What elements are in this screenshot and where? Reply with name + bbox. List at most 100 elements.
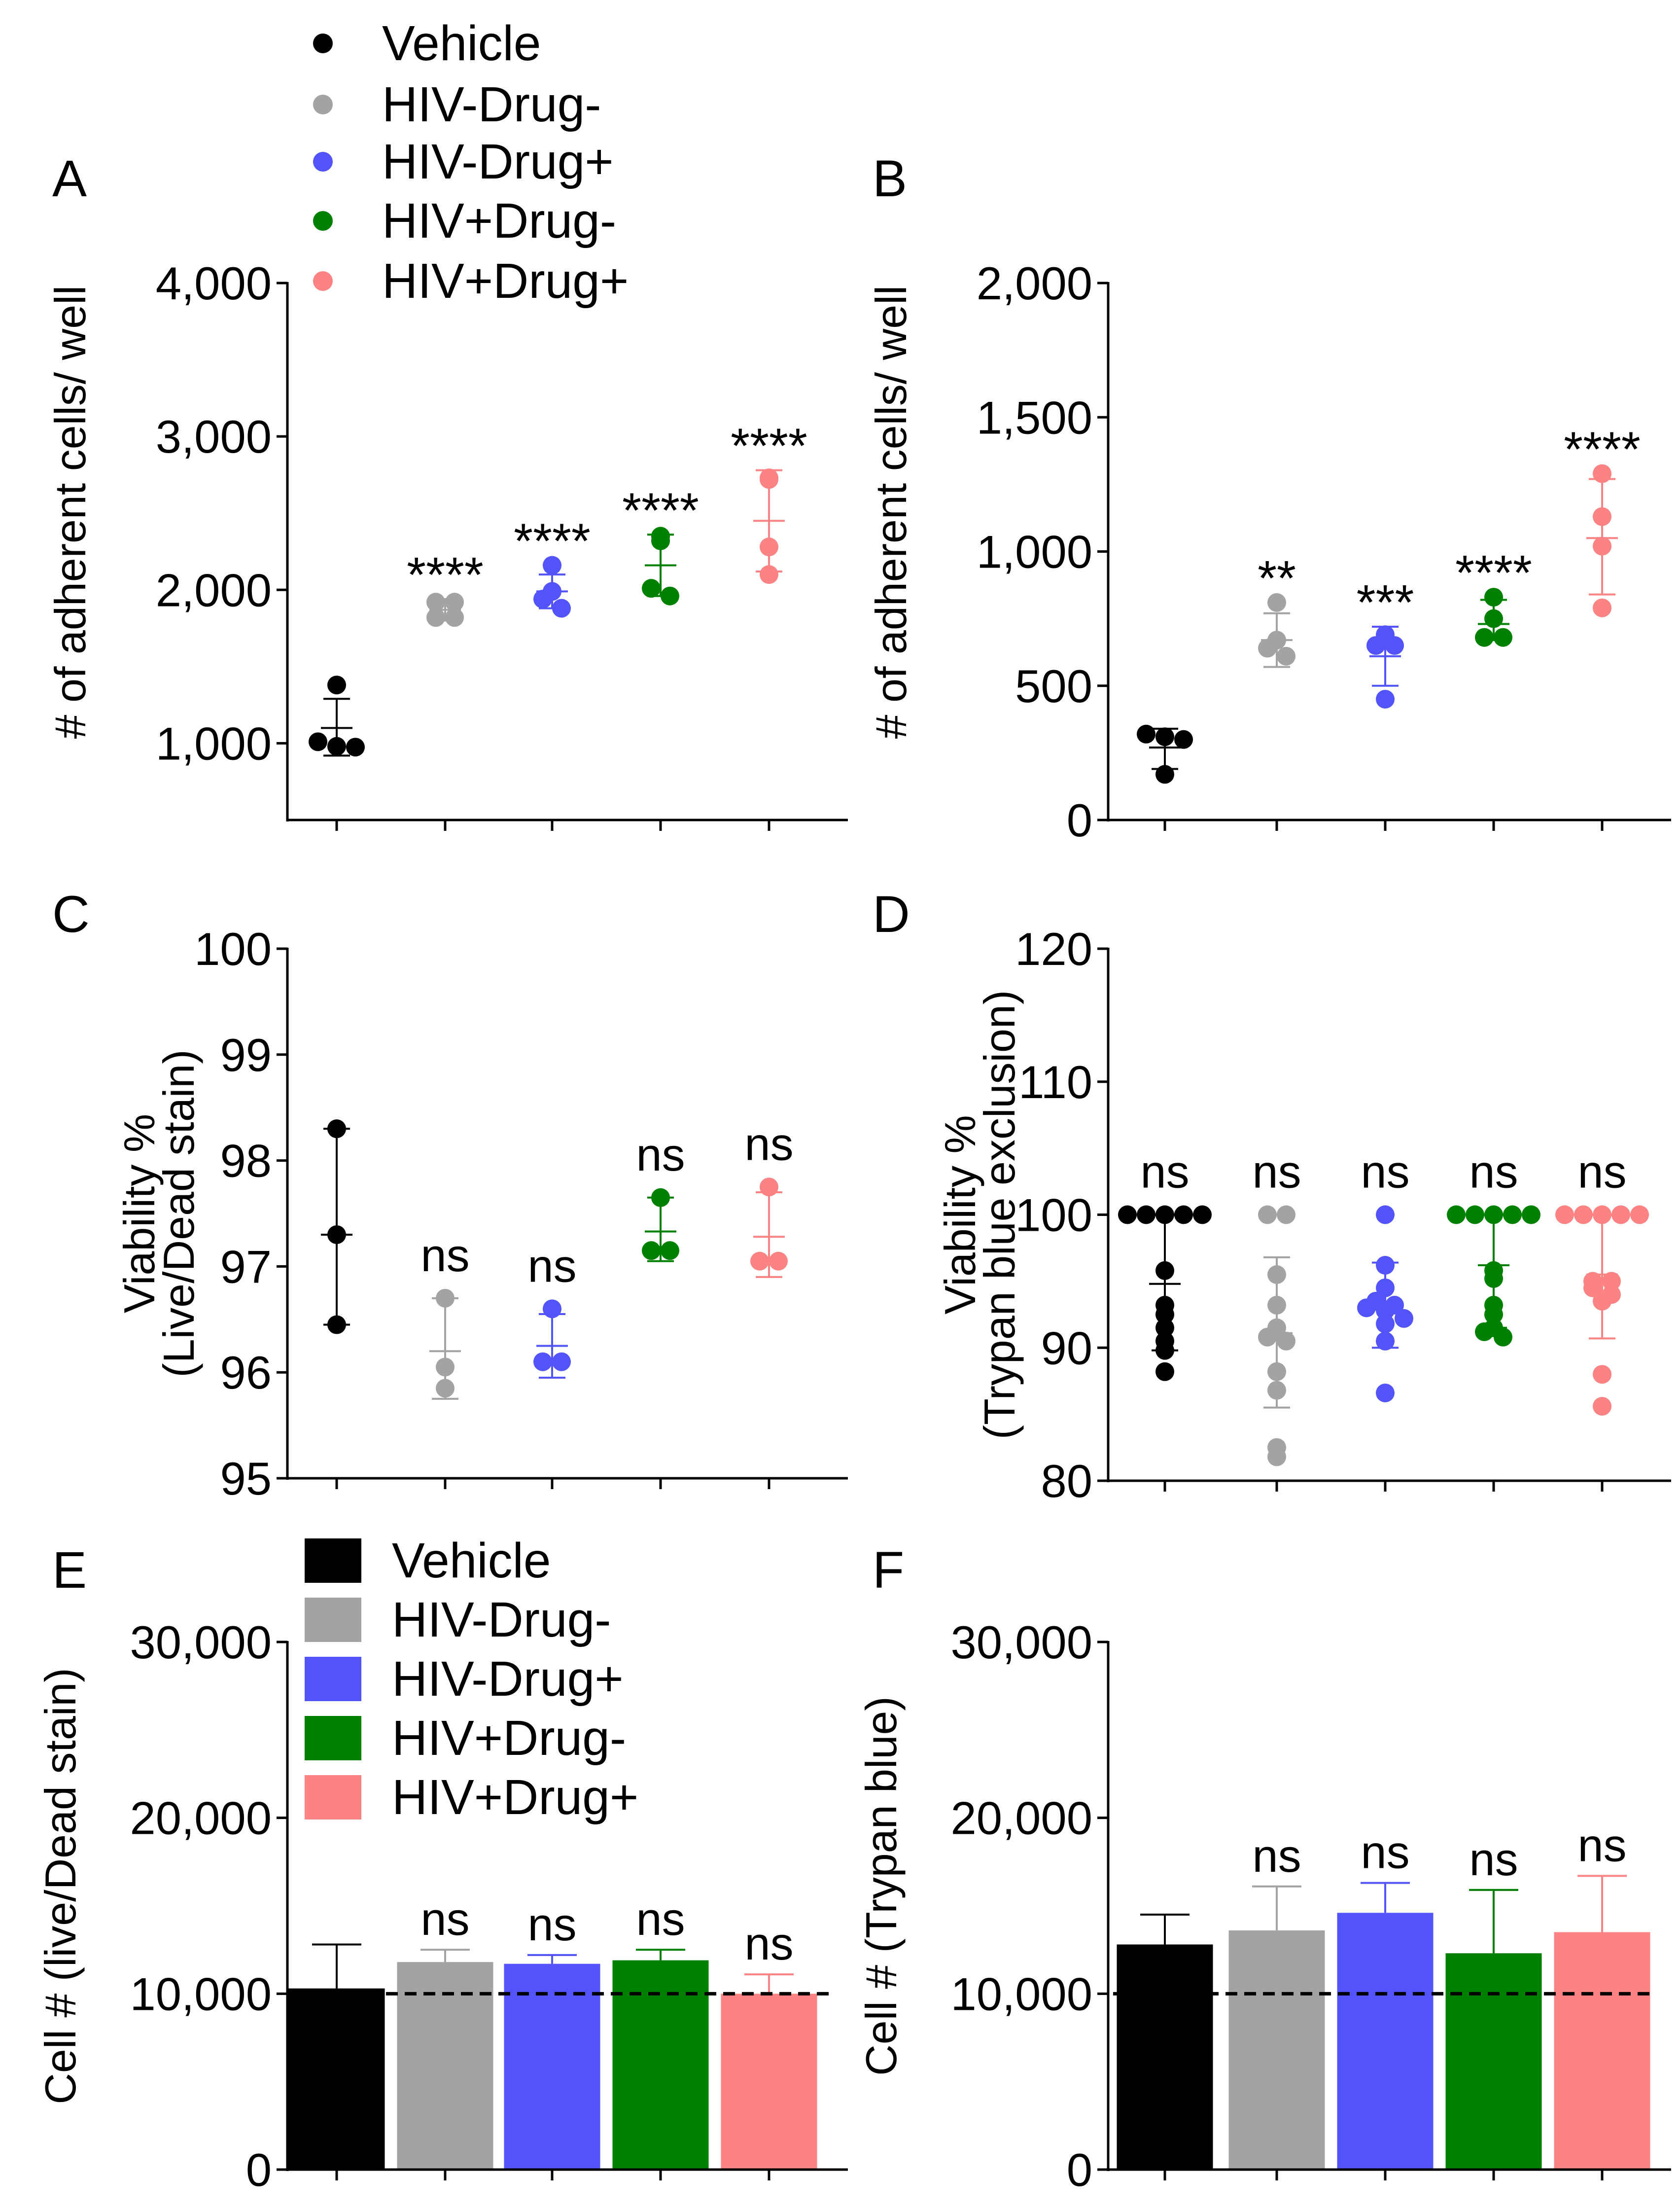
data-point xyxy=(1267,1447,1286,1466)
legend-item: HIV+Drug+ xyxy=(313,253,629,309)
data-point xyxy=(1267,1265,1286,1284)
data-point xyxy=(661,1241,679,1260)
y-tick-label: 2,000 xyxy=(977,257,1092,309)
series-HIV+Drug+: **** xyxy=(1564,422,1641,617)
series-Vehicle xyxy=(288,1943,385,2170)
y-tick-label: 10,000 xyxy=(130,1968,272,2020)
data-point xyxy=(1118,1205,1137,1224)
data-point xyxy=(1267,1295,1286,1315)
legend-label: HIV-Drug+ xyxy=(382,134,614,189)
y-tick-label: 0 xyxy=(1067,794,1092,846)
legend-label: HIV-Drug+ xyxy=(392,1651,624,1707)
significance-label: ns xyxy=(636,1129,685,1180)
legend-marker xyxy=(313,152,333,172)
data-point xyxy=(1137,724,1155,744)
significance-label: ns xyxy=(527,1898,576,1950)
y-tick-label: 0 xyxy=(246,2144,272,2196)
y-axis-label: Viability % xyxy=(936,1115,984,1314)
data-point xyxy=(1376,1256,1395,1275)
data-point xyxy=(552,599,571,618)
data-point xyxy=(1155,1261,1174,1280)
series-HIV+Drug+: ns xyxy=(721,1918,817,2170)
panel-C: C 95 96 97 98 99 100 Viability %(Live/Dead stai… xyxy=(52,886,848,1504)
panel-E: E 0 10,000 20,000 30,000 Cell # (live/Dead st… xyxy=(36,1541,848,2196)
significance-label: ns xyxy=(1469,1146,1518,1198)
series-HIV+Drug-: ns xyxy=(636,1129,685,1262)
series-Vehicle xyxy=(321,1119,352,1334)
data-point xyxy=(1376,689,1395,709)
y-tick-label: 120 xyxy=(1015,923,1092,975)
data-point xyxy=(1611,1205,1630,1224)
panel-letter: B xyxy=(873,150,907,208)
legend-item: HIV-Drug+ xyxy=(305,1651,624,1707)
y-tick-label: 500 xyxy=(1015,660,1092,712)
data-point xyxy=(543,556,561,575)
data-point xyxy=(1155,727,1174,747)
significance-label: ns xyxy=(527,1240,576,1291)
data-point xyxy=(760,470,778,489)
data-point xyxy=(552,1352,571,1371)
data-point xyxy=(1447,1205,1466,1224)
y-tick-label: 2,000 xyxy=(156,564,272,616)
significance-label: ns xyxy=(636,1893,685,1945)
panel-letter: C xyxy=(52,886,90,943)
data-point xyxy=(1484,1269,1503,1288)
significance-label: **** xyxy=(622,483,699,538)
legend-item: HIV+Drug+ xyxy=(305,1770,638,1825)
legend-swatch xyxy=(305,1775,361,1819)
data-point xyxy=(1385,636,1404,655)
data-point xyxy=(309,732,327,751)
data-point xyxy=(661,586,679,606)
data-point xyxy=(760,1177,778,1197)
data-point xyxy=(769,1251,788,1271)
y-tick-label: 97 xyxy=(220,1241,272,1292)
data-point xyxy=(1174,730,1193,749)
data-point xyxy=(1174,1205,1193,1224)
data-point xyxy=(533,1352,552,1371)
series-HIV+Drug-: **** xyxy=(1455,545,1532,647)
data-point xyxy=(445,593,464,612)
series-HIV-Drug+: *** xyxy=(1357,575,1414,709)
y-tick-label: 80 xyxy=(1041,1455,1092,1507)
panel-A: A 1,000 2,000 3,000 4,000 # of adherent cells… xyxy=(46,150,848,831)
y-tick-label: 1,500 xyxy=(977,392,1092,443)
bar-legend: VehicleHIV-Drug-HIV-Drug+HIV+Drug-HIV+Dr… xyxy=(305,1533,638,1825)
legend-label: HIV-Drug- xyxy=(382,77,601,132)
data-point xyxy=(1494,1327,1512,1347)
significance-label: **** xyxy=(731,419,807,474)
significance-label: ns xyxy=(1469,1833,1518,1885)
data-point xyxy=(1574,1205,1593,1224)
data-point xyxy=(1602,1272,1621,1291)
series-HIV+Drug+: ns xyxy=(744,1118,794,1278)
data-point xyxy=(642,1241,661,1260)
legend-label: HIV+Drug+ xyxy=(392,1770,638,1825)
y-tick-label: 1,000 xyxy=(977,526,1092,578)
data-point xyxy=(1593,464,1611,483)
series-Vehicle xyxy=(309,676,365,757)
legend-label: HIV+Drug- xyxy=(382,193,616,249)
significance-label: **** xyxy=(1455,545,1532,601)
y-tick-label: 90 xyxy=(1041,1322,1092,1374)
significance-label: ns xyxy=(1361,1146,1409,1198)
legend-item: HIV+Drug- xyxy=(305,1711,626,1766)
data-point xyxy=(327,737,346,756)
series-HIV-Drug-: ns xyxy=(420,1229,470,1400)
data-point xyxy=(426,608,445,627)
significance-label: ns xyxy=(1252,1830,1301,1882)
panel-D: D 80 90 100 110 120 Viability %(Trypan blue ex… xyxy=(873,886,1671,1507)
y-axis-label-line2: (Trypan blue exclusion) xyxy=(975,990,1024,1439)
series-HIV-Drug-: ** xyxy=(1258,551,1296,668)
data-point xyxy=(1155,1305,1174,1324)
series-HIV+Drug+: **** xyxy=(731,419,807,584)
data-point xyxy=(1193,1205,1212,1224)
data-point xyxy=(1376,1205,1395,1224)
data-point xyxy=(1357,1298,1376,1318)
data-point xyxy=(1593,536,1611,556)
legend-label: HIV+Drug- xyxy=(392,1711,626,1766)
data-point xyxy=(1593,1291,1611,1311)
series-HIV-Drug-: ns xyxy=(397,1893,493,2170)
legend-marker xyxy=(313,34,333,53)
series-HIV-Drug-: ns xyxy=(1252,1146,1301,1466)
data-point xyxy=(1466,1205,1484,1224)
panel-letter: A xyxy=(52,150,87,208)
